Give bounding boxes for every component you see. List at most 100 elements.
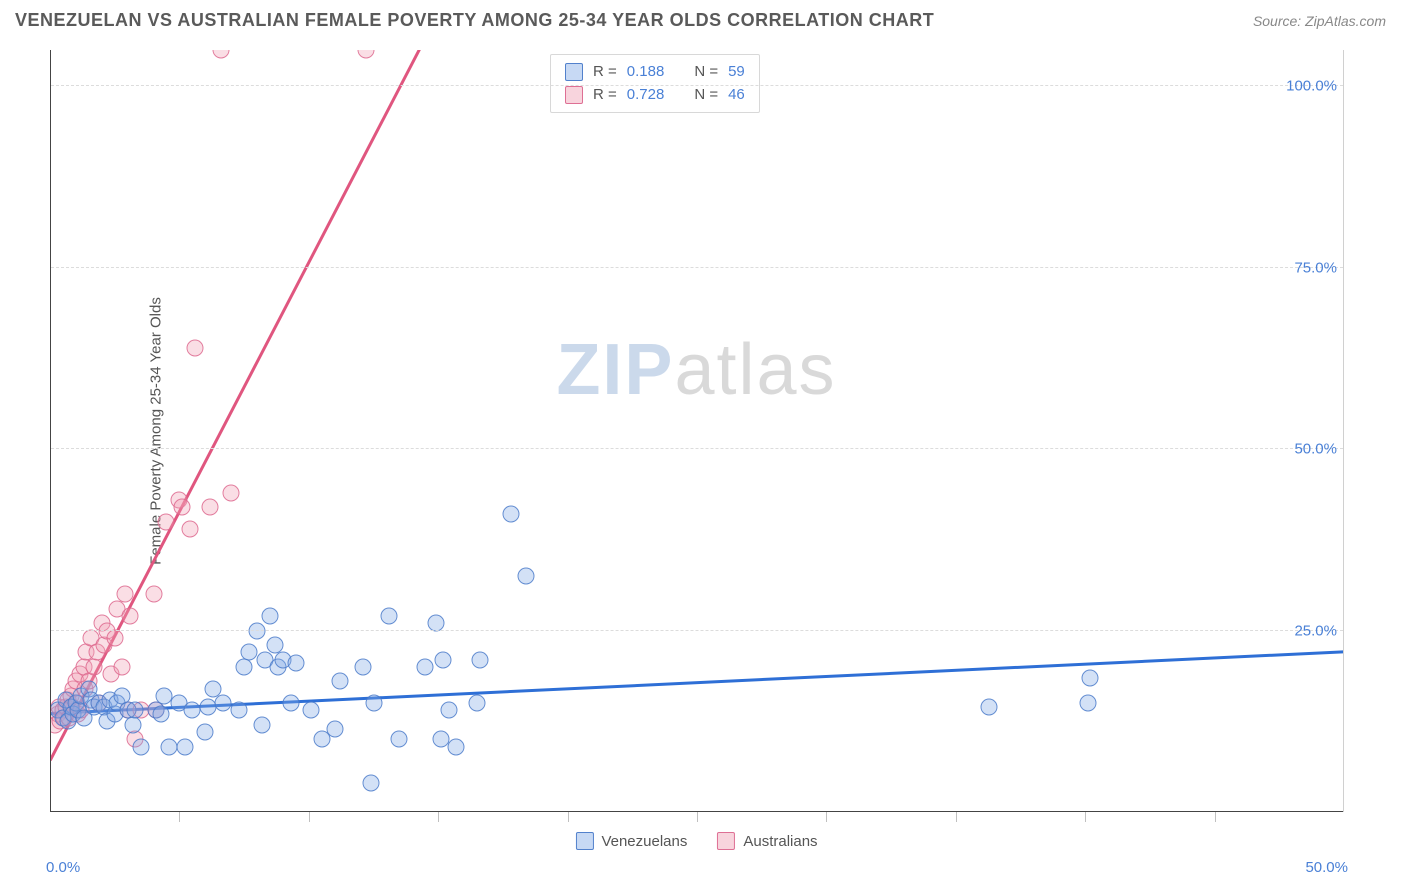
x-tick	[1085, 812, 1086, 822]
data-point	[236, 658, 253, 675]
legend-stats: R = 0.188 N = 59 R = 0.728 N = 46	[550, 54, 760, 113]
data-point	[127, 702, 144, 719]
data-point	[981, 698, 998, 715]
data-point	[158, 513, 175, 530]
legend-item-australians: Australians	[717, 832, 817, 850]
x-tick	[568, 812, 569, 822]
legend-series: Venezuelans Australians	[575, 832, 817, 850]
r-value-pink: 0.728	[627, 84, 665, 107]
y-tick-label: 75.0%	[1277, 259, 1337, 276]
data-point	[440, 702, 457, 719]
data-point	[287, 655, 304, 672]
data-point	[124, 716, 141, 733]
legend-label-venezuelans: Venezuelans	[601, 833, 687, 850]
y-axis-line	[50, 50, 51, 812]
x-tick	[697, 812, 698, 822]
legend-stats-row-pink: R = 0.728 N = 46	[565, 84, 745, 107]
gridline-h	[51, 448, 1343, 449]
data-point	[230, 702, 247, 719]
gridline-h	[51, 267, 1343, 268]
data-point	[114, 658, 131, 675]
x-tick	[309, 812, 310, 822]
data-point	[212, 50, 229, 59]
chart-title: VENEZUELAN VS AUSTRALIAN FEMALE POVERTY …	[15, 10, 934, 31]
data-point	[184, 702, 201, 719]
data-point	[391, 731, 408, 748]
data-point	[365, 695, 382, 712]
data-point	[1079, 695, 1096, 712]
data-point	[85, 658, 102, 675]
data-point	[417, 658, 434, 675]
gridline-h	[51, 85, 1343, 86]
n-label: N =	[694, 61, 718, 84]
data-point	[215, 695, 232, 712]
n-value-blue: 59	[728, 61, 745, 84]
swatch-blue-icon	[565, 63, 583, 81]
data-point	[122, 608, 139, 625]
swatch-pink-icon	[565, 86, 583, 104]
y-tick-label: 100.0%	[1277, 78, 1337, 95]
y-tick-label: 50.0%	[1277, 441, 1337, 458]
data-point	[469, 695, 486, 712]
plot-region: ZIPatlas	[50, 50, 1343, 812]
data-point	[381, 608, 398, 625]
data-point	[117, 586, 134, 603]
swatch-pink-icon	[717, 832, 735, 850]
x-start-label: 0.0%	[46, 859, 80, 876]
data-point	[254, 716, 271, 733]
data-point	[223, 484, 240, 501]
x-end-label: 50.0%	[1305, 859, 1348, 876]
data-point	[181, 520, 198, 537]
data-point	[518, 568, 535, 585]
x-tick	[438, 812, 439, 822]
n-value-pink: 46	[728, 84, 745, 107]
data-point	[326, 720, 343, 737]
data-point	[303, 702, 320, 719]
data-point	[331, 673, 348, 690]
data-point	[435, 651, 452, 668]
data-point	[241, 644, 258, 661]
data-point	[176, 738, 193, 755]
title-bar: VENEZUELAN VS AUSTRALIAN FEMALE POVERTY …	[0, 0, 1406, 37]
data-point	[502, 506, 519, 523]
watermark: ZIPatlas	[556, 329, 836, 411]
swatch-blue-icon	[575, 832, 593, 850]
data-point	[1082, 669, 1099, 686]
data-point	[132, 738, 149, 755]
data-point	[173, 499, 190, 516]
data-point	[186, 339, 203, 356]
data-point	[145, 586, 162, 603]
r-label: R =	[593, 84, 617, 107]
x-tick	[179, 812, 180, 822]
r-label: R =	[593, 61, 617, 84]
x-tick	[956, 812, 957, 822]
legend-item-venezuelans: Venezuelans	[575, 832, 687, 850]
data-point	[161, 738, 178, 755]
data-point	[249, 622, 266, 639]
x-tick	[1215, 812, 1216, 822]
gridline-h	[51, 630, 1343, 631]
watermark-atlas: atlas	[674, 330, 836, 410]
x-tick	[826, 812, 827, 822]
data-point	[432, 731, 449, 748]
data-point	[197, 724, 214, 741]
data-point	[199, 698, 216, 715]
data-point	[261, 608, 278, 625]
data-point	[106, 629, 123, 646]
data-point	[355, 658, 372, 675]
y-tick-label: 25.0%	[1277, 622, 1337, 639]
data-point	[471, 651, 488, 668]
data-point	[448, 738, 465, 755]
data-point	[362, 774, 379, 791]
data-point	[357, 50, 374, 59]
r-value-blue: 0.188	[627, 61, 665, 84]
data-point	[155, 687, 172, 704]
chart-area: Female Poverty Among 25-34 Year Olds ZIP…	[50, 50, 1344, 812]
legend-stats-row-blue: R = 0.188 N = 59	[565, 61, 745, 84]
n-label: N =	[694, 84, 718, 107]
legend-label-australians: Australians	[743, 833, 817, 850]
watermark-zip: ZIP	[556, 330, 674, 410]
source-label: Source: ZipAtlas.com	[1253, 13, 1386, 29]
data-point	[153, 706, 170, 723]
data-point	[202, 499, 219, 516]
